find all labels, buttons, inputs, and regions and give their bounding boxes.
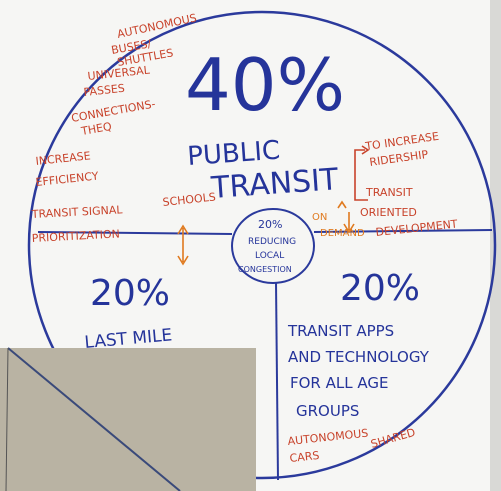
section-title: GROUPS (296, 402, 359, 420)
percent-20: 20% (340, 268, 420, 309)
center-text: CONGESTION (238, 265, 292, 274)
section-title: TRANSIT APPS (287, 322, 394, 340)
center-text: 20% (258, 218, 282, 231)
section-title: FOR ALL AGE (290, 374, 388, 392)
note: TRANSIT (365, 186, 413, 199)
center-text: LOCAL (255, 251, 284, 261)
note: ON (312, 212, 327, 223)
note: DEMAND (320, 228, 365, 239)
center-text: REDUCING (248, 237, 296, 247)
whiteboard-photo: 40%PUBLICTRANSITAUTONOMOUSBUSES/SHUTTLES… (0, 0, 501, 491)
section-title: AND TECHNOLOGY (288, 348, 430, 366)
inset-photo (0, 348, 256, 491)
percent-20: 20% (90, 273, 170, 314)
percent-40: 40% (185, 43, 345, 127)
note: ORIENTED (360, 206, 417, 219)
